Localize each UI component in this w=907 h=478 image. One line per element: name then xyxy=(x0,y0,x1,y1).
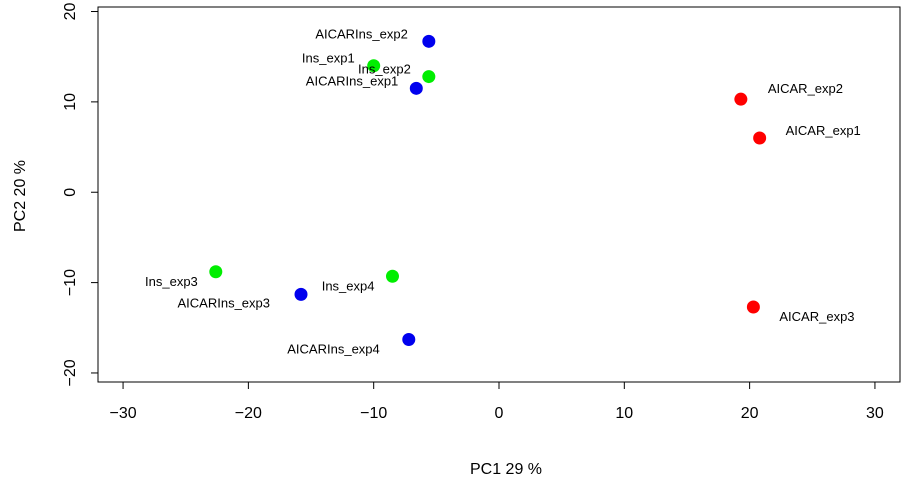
point-label: AICARIns_exp3 xyxy=(178,295,271,310)
point-label: AICAR_exp1 xyxy=(786,123,861,138)
x-tick-label: 0 xyxy=(495,405,504,422)
point-label: Ins_exp3 xyxy=(145,274,198,289)
y-tick-label: 10 xyxy=(62,93,79,111)
point-ins-exp4 xyxy=(385,269,399,283)
y-tick-label: 20 xyxy=(62,3,79,21)
x-tick-label: −30 xyxy=(109,405,136,422)
point-label: AICARIns_exp4 xyxy=(287,342,380,357)
x-axis: −30 −20 −10 0 10 20 30 xyxy=(109,381,884,422)
point-label: AICAR_exp2 xyxy=(768,81,843,96)
x-axis-title: PC1 29 % xyxy=(470,461,542,478)
y-tick-label: 0 xyxy=(62,188,79,197)
x-tick-label: 20 xyxy=(741,405,759,422)
point-ins-exp2 xyxy=(422,70,436,84)
point-aicar-exp3 xyxy=(746,300,760,314)
point-label: AICARIns_exp1 xyxy=(306,73,399,88)
point-aicarins-exp2 xyxy=(422,34,436,48)
point-label: Ins_exp1 xyxy=(302,51,355,66)
point-aicar-exp1 xyxy=(753,131,767,145)
x-tick-label: −10 xyxy=(360,405,387,422)
y-tick-label: −10 xyxy=(62,269,79,296)
point-ins-exp3 xyxy=(209,265,223,279)
point-aicarins-exp3 xyxy=(294,287,308,301)
point-label: AICARIns_exp2 xyxy=(315,26,408,41)
y-axis-title: PC2 20 % xyxy=(12,160,29,232)
point-aicarins-exp4 xyxy=(402,333,416,347)
point-ins-exp1 xyxy=(367,59,381,73)
point-label: Ins_exp4 xyxy=(322,278,375,293)
point-label: Ins_exp2 xyxy=(358,62,411,77)
y-tick-label: −20 xyxy=(62,359,79,386)
point-label: AICAR_exp3 xyxy=(779,309,854,324)
x-tick-label: 10 xyxy=(615,405,633,422)
point-aicarins-exp1 xyxy=(409,81,423,95)
point-labels: AICAR_exp1AICAR_exp2AICAR_exp3Ins_exp1In… xyxy=(145,26,861,356)
point-aicar-exp2 xyxy=(734,92,748,106)
data-points xyxy=(209,34,767,347)
y-axis: −20 −10 0 10 20 xyxy=(62,3,99,387)
plot-frame xyxy=(97,6,901,383)
x-tick-label: −20 xyxy=(235,405,262,422)
x-tick-label: 30 xyxy=(866,405,884,422)
